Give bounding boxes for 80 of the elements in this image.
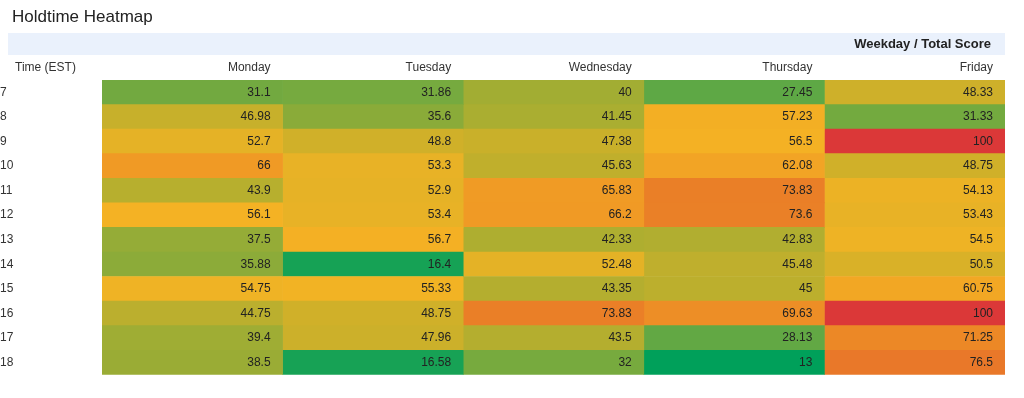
data-label: 16.58	[421, 354, 452, 369]
data-label: 55.33	[421, 281, 452, 296]
data-label: 54.5	[969, 232, 994, 246]
data-label: 45.48	[782, 256, 813, 271]
data-label: 31.33	[962, 109, 994, 124]
data-label: 53.4	[427, 207, 452, 222]
x-axis-title: Weekday / Total Score	[8, 33, 1005, 55]
data-label: 48.8	[427, 133, 452, 148]
data-label: 66.2	[608, 207, 633, 222]
data-label: 56.5	[789, 133, 813, 148]
data-label: 100	[972, 133, 994, 148]
data-label: 38.5	[247, 354, 271, 369]
data-label: 52.48	[601, 256, 633, 271]
y-tick-label: 14	[0, 256, 14, 271]
data-label: 43.9	[247, 182, 271, 197]
data-label: 13	[799, 354, 813, 369]
y-tick-label: 13	[0, 232, 14, 246]
data-label: 57.23	[782, 109, 813, 124]
y-tick-label: 9	[0, 133, 7, 148]
y-tick-label: 7	[0, 84, 7, 99]
data-label: 54.13	[962, 182, 994, 197]
data-label: 35.6	[427, 109, 452, 124]
data-label: 42.33	[601, 232, 633, 246]
data-label: 48.75	[962, 158, 994, 173]
data-label: 52.7	[247, 133, 271, 148]
data-label: 28.13	[782, 330, 813, 345]
data-label: 53.3	[427, 158, 452, 173]
data-label: 27.45	[782, 84, 813, 99]
y-axis-title: Time (EST)	[15, 60, 76, 75]
chart-title: Holdtime Heatmap	[12, 7, 153, 27]
y-tick-label: 17	[0, 330, 14, 345]
data-label: 16.4	[427, 256, 452, 271]
data-label: 48.75	[421, 305, 452, 320]
x-tick-label: Tuesday	[405, 60, 452, 75]
x-tick-label: Wednesday	[568, 60, 632, 75]
y-tick-label: 11	[0, 182, 13, 197]
y-tick-label: 12	[0, 207, 14, 222]
data-label: 73.6	[789, 207, 813, 222]
data-label: 31.86	[421, 84, 452, 99]
data-label: 53.43	[962, 207, 994, 222]
data-label: 50.5	[969, 256, 994, 271]
data-label: 69.63	[782, 305, 813, 320]
data-label: 45.63	[601, 158, 633, 173]
data-label: 41.45	[601, 109, 633, 124]
data-label: 65.83	[601, 182, 633, 197]
data-label: 44.75	[240, 305, 271, 320]
data-label: 43.5	[608, 330, 633, 345]
data-label: 39.4	[247, 330, 271, 345]
data-label: 71.25	[962, 330, 994, 345]
y-tick-label: 8	[0, 109, 7, 124]
data-label: 73.83	[782, 182, 813, 197]
data-label: 54.75	[240, 281, 271, 296]
data-label: 52.9	[427, 182, 452, 197]
data-label: 40	[618, 84, 633, 99]
data-label: 45	[799, 281, 813, 296]
data-label: 35.88	[240, 256, 271, 271]
data-label: 47.96	[421, 330, 452, 345]
y-tick-label: 16	[0, 305, 14, 320]
data-label: 31.1	[247, 84, 271, 99]
y-tick-label: 10	[0, 158, 14, 173]
data-label: 37.5	[247, 232, 271, 246]
y-tick-label: 15	[0, 281, 14, 296]
data-label: 73.83	[601, 305, 633, 320]
data-label: 62.08	[782, 158, 813, 173]
x-tick-label: Thursday	[762, 60, 813, 75]
data-label: 47.38	[601, 133, 633, 148]
x-tick-label: Friday	[959, 60, 993, 75]
data-label: 46.98	[240, 109, 271, 124]
data-label: 66	[257, 158, 271, 173]
data-label: 100	[972, 305, 994, 320]
x-tick-label: Monday	[227, 60, 271, 75]
data-label: 56.1	[247, 207, 271, 222]
y-tick-label: 18	[0, 354, 14, 369]
data-label: 32	[618, 354, 633, 369]
data-label: 43.35	[601, 281, 633, 296]
data-label: 76.5	[969, 354, 994, 369]
data-label: 60.75	[962, 281, 994, 296]
data-label: 42.83	[782, 232, 813, 246]
data-label: 56.7	[427, 232, 452, 246]
data-label: 48.33	[962, 84, 994, 99]
